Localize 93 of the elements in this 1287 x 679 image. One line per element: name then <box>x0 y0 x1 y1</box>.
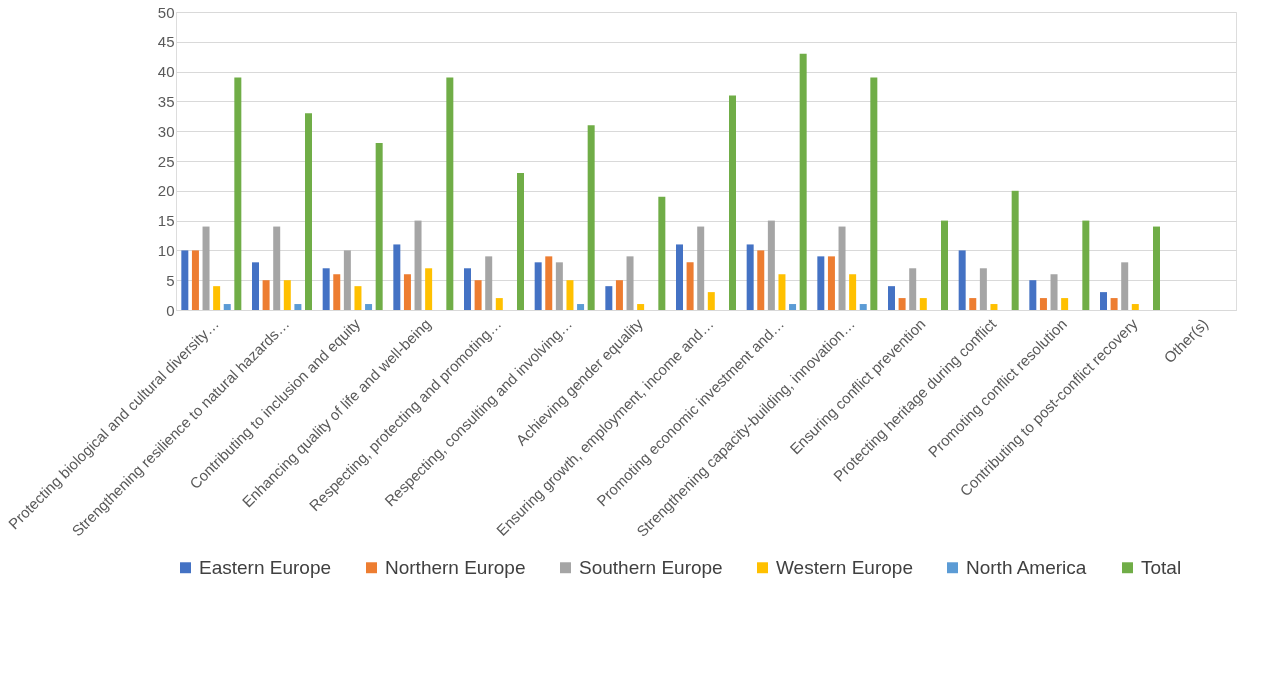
bar <box>746 244 754 310</box>
bar <box>213 286 221 310</box>
y-tick-label: 35 <box>157 92 175 110</box>
bar <box>1082 220 1090 310</box>
bar <box>517 172 524 310</box>
legend-label: Southern Europe <box>579 556 723 578</box>
bar <box>707 292 715 310</box>
bar <box>414 220 422 310</box>
bar <box>605 286 613 310</box>
bar <box>838 226 846 310</box>
bar <box>393 244 401 310</box>
bar <box>181 250 189 310</box>
bar <box>958 250 966 310</box>
bar <box>485 256 493 310</box>
bar <box>403 274 411 310</box>
bar <box>1029 280 1037 310</box>
bar <box>587 125 595 310</box>
bar <box>697 226 705 310</box>
bar <box>495 298 503 310</box>
bar <box>1153 226 1160 310</box>
bar <box>888 286 895 310</box>
bar <box>365 304 373 310</box>
bar <box>615 280 623 310</box>
bar <box>555 262 563 310</box>
bar <box>322 268 330 310</box>
y-tick-label: 20 <box>157 182 175 200</box>
bar <box>252 262 259 310</box>
bar <box>817 256 825 310</box>
bar <box>273 226 281 310</box>
legend-label: Eastern Europe <box>199 556 332 578</box>
bar <box>545 256 553 310</box>
bar <box>686 262 694 310</box>
y-tick-label: 10 <box>157 241 175 259</box>
bar <box>191 250 199 310</box>
bar <box>1100 292 1107 310</box>
bar <box>425 268 433 310</box>
bar <box>577 304 585 310</box>
bar <box>1061 298 1069 310</box>
bar <box>757 250 765 310</box>
bar <box>849 274 857 310</box>
bar <box>262 280 270 310</box>
y-tick-label: 25 <box>157 152 175 170</box>
bar <box>827 256 835 310</box>
bar <box>446 77 454 310</box>
bar <box>767 220 775 310</box>
bar <box>969 298 977 310</box>
bar <box>305 113 312 310</box>
bar <box>778 274 786 310</box>
bar <box>202 226 210 310</box>
legend-label: Northern Europe <box>385 556 526 578</box>
y-tick-label: 5 <box>166 271 175 289</box>
bar <box>566 280 574 310</box>
bar <box>333 274 341 310</box>
bar <box>223 304 231 310</box>
bar <box>1121 262 1129 310</box>
bar <box>234 77 242 310</box>
bar <box>1039 298 1047 310</box>
bar <box>1011 190 1019 310</box>
bar <box>909 268 917 310</box>
bar <box>919 298 927 310</box>
legend-label: Total <box>1141 556 1182 578</box>
bar <box>870 77 878 310</box>
legend-label: North America <box>966 556 1087 578</box>
legend-label: Western Europe <box>776 556 913 578</box>
bar <box>637 304 645 310</box>
bar <box>789 304 797 310</box>
bar <box>898 298 906 310</box>
y-tick-label: 15 <box>157 212 175 230</box>
bar <box>676 244 683 310</box>
bar <box>375 143 383 310</box>
bar <box>294 304 302 310</box>
bar <box>1110 298 1118 310</box>
bar <box>658 196 666 310</box>
bar <box>990 304 998 310</box>
bar <box>1050 274 1058 310</box>
bar <box>474 280 482 310</box>
bar <box>941 220 948 310</box>
y-tick-label: 0 <box>166 301 175 319</box>
bar <box>626 256 634 310</box>
bar <box>729 95 736 310</box>
bar <box>283 280 291 310</box>
bar <box>354 286 362 310</box>
y-tick-label: 30 <box>157 122 175 140</box>
bar <box>343 250 351 310</box>
bar <box>534 262 542 310</box>
y-tick-label: 50 <box>157 3 175 21</box>
bar <box>859 304 867 310</box>
bar <box>979 268 987 310</box>
y-tick-label: 45 <box>157 33 175 51</box>
bar <box>799 53 807 310</box>
bar <box>1131 304 1139 310</box>
y-tick-label: 40 <box>157 63 175 81</box>
bar <box>464 268 471 310</box>
